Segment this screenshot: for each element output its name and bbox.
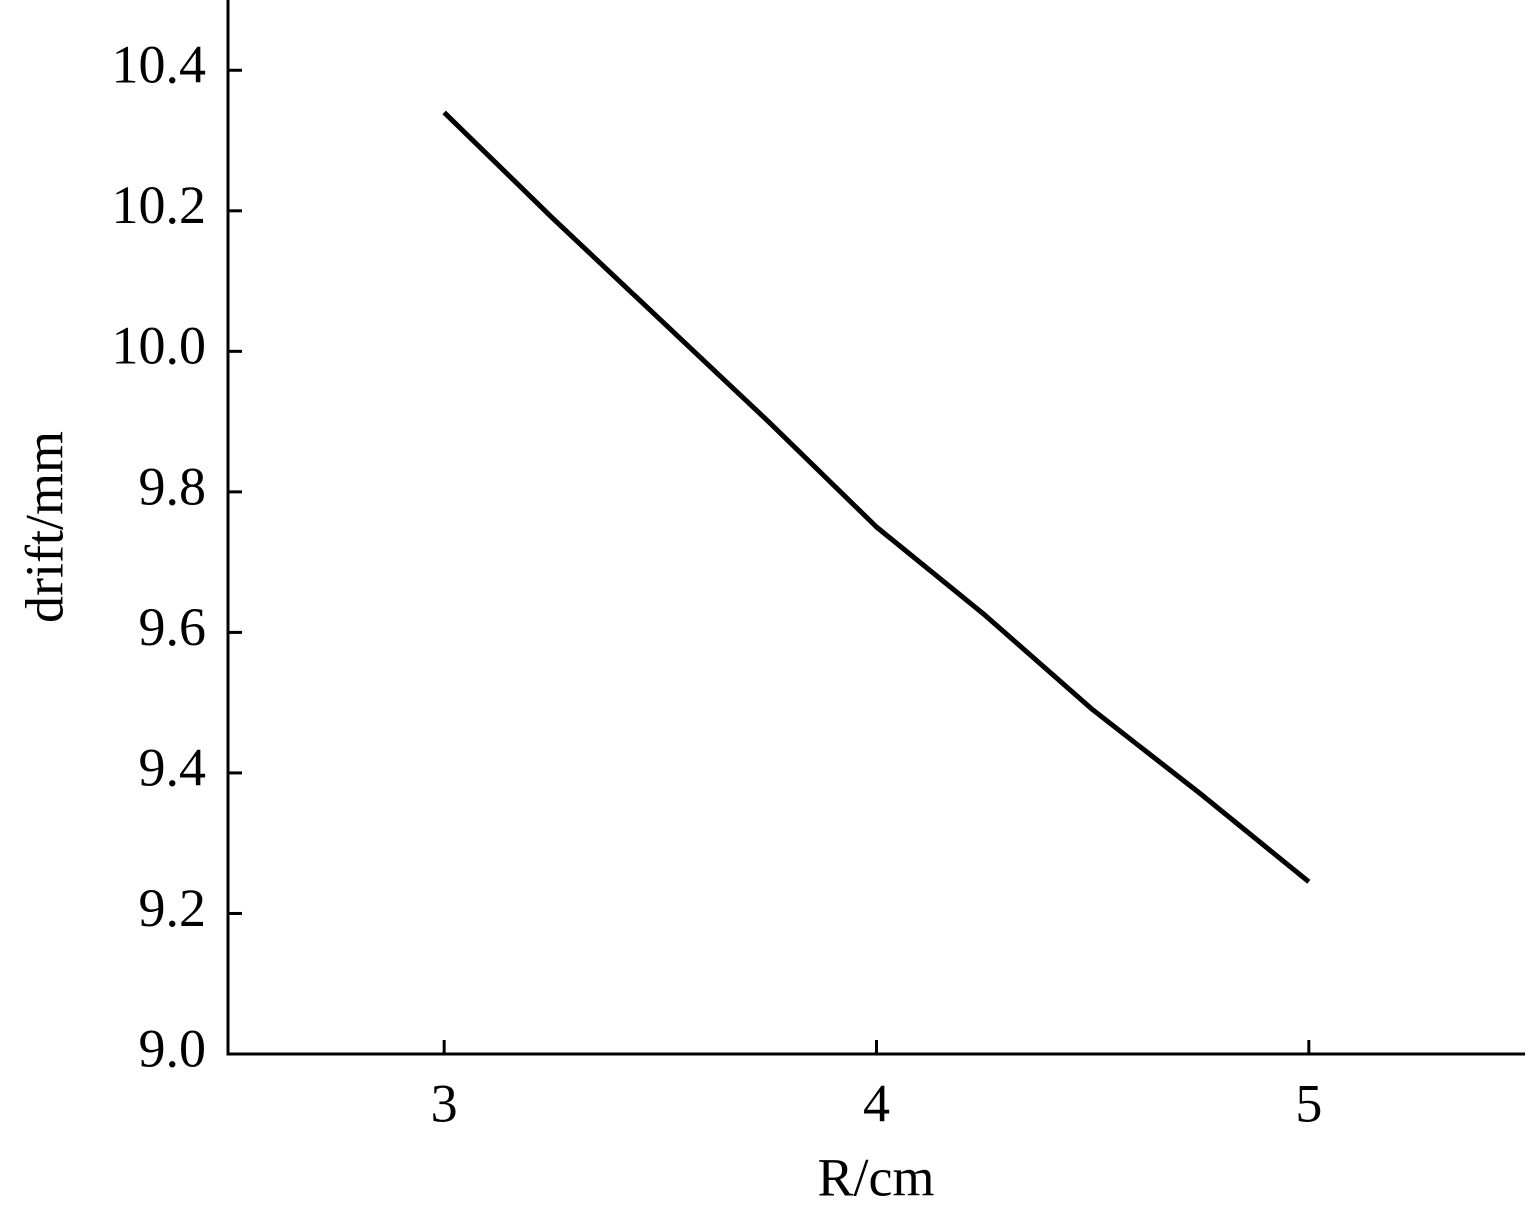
y-tick-label: 9.8	[139, 456, 207, 516]
y-tick-label: 9.6	[139, 597, 207, 657]
y-axis-label: drift/mm	[14, 431, 74, 623]
y-tick-label: 9.4	[139, 737, 207, 797]
x-tick-label: 3	[431, 1073, 458, 1133]
y-tick-label: 10.0	[112, 316, 207, 376]
x-axis-label: R/cm	[818, 1147, 935, 1207]
x-tick-label: 4	[863, 1073, 890, 1133]
data-line	[442, 110, 1311, 884]
y-tick-label: 9.0	[139, 1018, 207, 1078]
x-tick-label: 5	[1295, 1073, 1322, 1133]
y-tick-label: 10.2	[112, 175, 207, 235]
y-tick-label: 10.4	[112, 35, 207, 95]
y-tick-label: 9.2	[139, 878, 207, 938]
